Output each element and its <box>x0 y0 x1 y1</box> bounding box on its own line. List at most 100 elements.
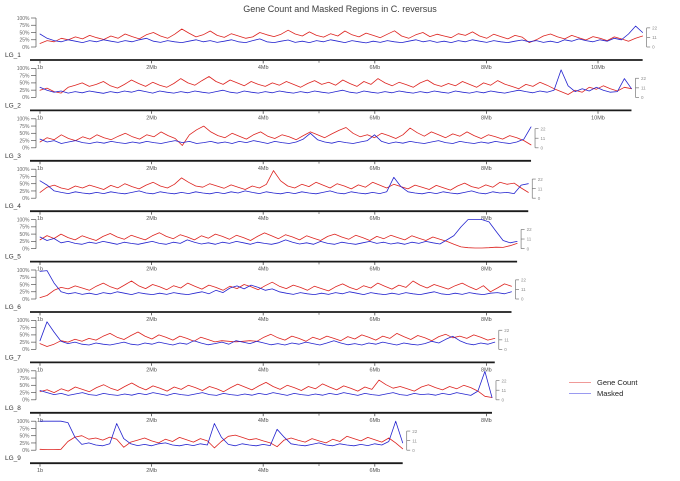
y-axis-tick-label: 75% <box>19 225 30 231</box>
x-axis-tick-label: 1b <box>37 115 43 121</box>
right-axis-tick-label: 11 <box>504 338 509 343</box>
panel-label: LG_2 <box>5 102 21 109</box>
y-axis-tick-label: 0% <box>22 95 30 101</box>
legend-item-masked: Masked <box>569 388 637 399</box>
x-axis-tick-label: 4Mb <box>258 367 269 373</box>
x-axis-tick-label: 2Mb <box>146 65 157 71</box>
x-axis-tick-label: 8Mb <box>481 267 492 273</box>
y-axis-tick-label: 75% <box>19 174 30 180</box>
y-axis-tick-label: 100% <box>17 369 30 375</box>
gene-count-line <box>39 434 404 451</box>
x-axis-tick-label: 2Mb <box>146 367 157 373</box>
x-axis-tick-label: 2Mb <box>146 166 157 172</box>
right-axis-tick-label: 22 <box>521 278 527 283</box>
x-axis-tick-label: 1b <box>37 65 43 71</box>
masked-line <box>39 219 518 245</box>
x-axis-tick-label: 4Mb <box>258 317 269 323</box>
y-axis-tick-label: 25% <box>19 138 30 144</box>
y-axis-tick-label: 0% <box>22 347 30 353</box>
masked-line <box>39 270 512 296</box>
masked-line <box>39 126 532 144</box>
legend-item-gene-count: Gene Count <box>569 377 637 388</box>
x-axis-tick-label: 8Mb <box>481 166 492 172</box>
x-axis-tick-label: 4Mb <box>258 468 269 474</box>
x-axis-tick-label: 6Mb <box>369 267 380 273</box>
gene-count-line <box>39 28 643 44</box>
y-axis-tick-label: 50% <box>19 232 30 238</box>
right-axis-tick-label: 11 <box>527 237 532 242</box>
right-axis-tick-label: 11 <box>501 388 506 393</box>
y-axis-tick-label: 75% <box>19 73 30 79</box>
y-axis-tick-label: 25% <box>19 189 30 195</box>
masked-line <box>39 176 529 195</box>
x-axis-tick-label: 8Mb <box>481 317 492 323</box>
y-axis-tick-label: 0% <box>22 146 30 152</box>
x-axis-tick-label: 2Mb <box>146 115 157 121</box>
y-axis-tick-label: 0% <box>22 297 30 303</box>
panel-label: LG_5 <box>5 254 21 261</box>
x-axis-tick-label: 4Mb <box>258 267 269 273</box>
y-axis-tick-label: 75% <box>19 376 30 382</box>
y-axis-tick-label: 75% <box>19 325 30 331</box>
chart-title: Gene Count and Masked Regions in C. reve… <box>243 4 437 14</box>
y-axis-tick-label: 75% <box>19 23 30 29</box>
y-axis-tick-label: 0% <box>22 196 30 202</box>
gene-count-line <box>39 379 493 398</box>
y-axis-tick-label: 75% <box>19 275 30 281</box>
right-axis-tick-label: 0 <box>541 146 544 151</box>
x-axis-tick-label: 4Mb <box>258 65 269 71</box>
y-axis-tick-label: 25% <box>19 340 30 346</box>
masked-line <box>39 420 404 447</box>
x-axis-tick-label: 8Mb <box>481 216 492 222</box>
right-axis-tick-label: 11 <box>652 35 657 40</box>
gene-count-line <box>39 76 632 95</box>
y-axis-tick-label: 75% <box>19 426 30 432</box>
right-axis-tick-label: 22 <box>641 76 647 81</box>
x-axis-tick-label: 8Mb <box>481 115 492 121</box>
right-axis-tick-label: 22 <box>538 177 544 182</box>
y-axis-tick-label: 25% <box>19 290 30 296</box>
right-axis-tick-label: 11 <box>521 287 526 292</box>
x-axis-tick-label: 1b <box>37 367 43 373</box>
y-axis-tick-label: 100% <box>17 318 30 324</box>
right-axis-tick-label: 0 <box>412 448 415 453</box>
y-axis-tick-label: 50% <box>19 282 30 288</box>
x-axis-tick-label: 2Mb <box>146 216 157 222</box>
right-axis-tick-label: 22 <box>652 26 658 31</box>
panel-label: LG_9 <box>5 455 21 462</box>
legend-label-gene-count: Gene Count <box>597 378 638 387</box>
gene-count-line <box>39 331 496 347</box>
x-axis-tick-label: 6Mb <box>369 317 380 323</box>
right-axis-tick-label: 0 <box>527 246 530 251</box>
y-axis-tick-label: 100% <box>17 217 30 223</box>
right-axis-tick-label: 22 <box>527 227 533 232</box>
x-axis-tick-label: 8Mb <box>481 367 492 373</box>
masked-line-swatch <box>569 393 591 394</box>
masked-line <box>39 321 496 346</box>
x-axis-tick-label: 10Mb <box>591 65 605 71</box>
y-axis-tick-label: 50% <box>19 30 30 36</box>
y-axis-tick-label: 100% <box>17 268 30 274</box>
gene-count-line <box>39 232 518 249</box>
right-axis-tick-label: 11 <box>641 86 646 91</box>
right-axis-tick-label: 22 <box>541 126 547 131</box>
y-axis-tick-label: 100% <box>17 419 30 425</box>
y-axis-tick-label: 25% <box>19 88 30 94</box>
y-axis-tick-label: 25% <box>19 441 30 447</box>
right-axis-tick-label: 0 <box>641 95 644 100</box>
panel-label: LG_3 <box>5 153 21 160</box>
x-axis-tick-label: 6Mb <box>369 367 380 373</box>
panel-LG_1: 100%75%50%25%0%1b 2Mb 4Mb 6Mb 8Mb 10Mb22110LG… <box>5 16 658 71</box>
x-axis-tick-label: 8Mb <box>481 65 492 71</box>
x-axis-tick-label: 1b <box>37 267 43 273</box>
y-axis-tick-label: 0% <box>22 246 30 252</box>
y-axis-tick-label: 25% <box>19 38 30 44</box>
masked-line <box>39 69 632 94</box>
x-axis-tick-label: 6Mb <box>369 468 380 474</box>
x-axis-tick-label: 10Mb <box>591 115 605 121</box>
x-axis-tick-label: 2Mb <box>146 317 157 323</box>
gene-count-line <box>39 170 529 193</box>
